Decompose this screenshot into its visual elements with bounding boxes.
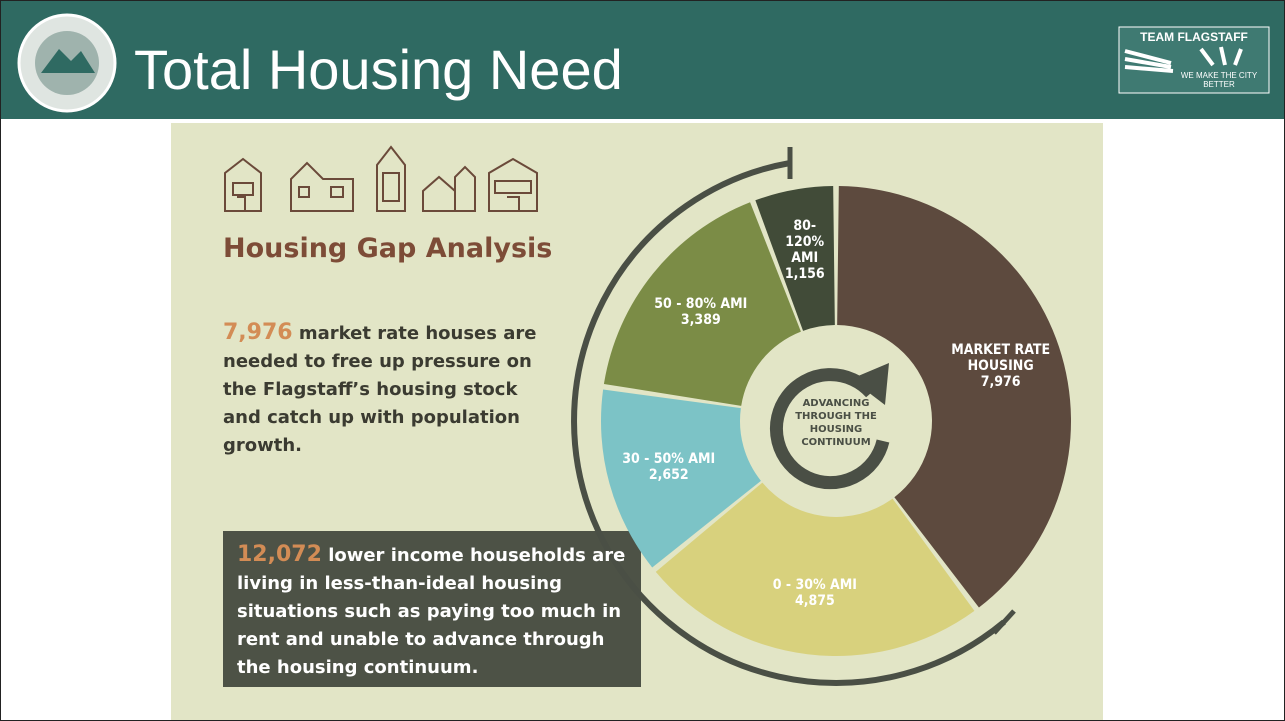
segment-name: 0 - 30% AMI bbox=[760, 577, 870, 593]
segment-value: 1,156 bbox=[775, 266, 835, 282]
segment-value: 2,652 bbox=[614, 467, 724, 483]
segment-value: 4,875 bbox=[760, 593, 870, 609]
logo-title: TEAM FLAGSTAFF bbox=[1121, 30, 1267, 44]
segment-value: 3,389 bbox=[646, 312, 756, 328]
segment-name: 30 - 50% AMI bbox=[614, 451, 724, 467]
segment-name: 50 - 80% AMI bbox=[646, 296, 756, 312]
segment-value: 7,976 bbox=[946, 374, 1056, 390]
slide-title: Total Housing Need bbox=[134, 37, 623, 102]
market-note: 7,976 market rate houses are needed to f… bbox=[223, 319, 553, 460]
logo-tagline: WE MAKE THE CITY BETTER bbox=[1179, 71, 1259, 89]
infographic-heading: Housing Gap Analysis bbox=[223, 233, 552, 264]
note-highlight: 12,072 bbox=[237, 542, 322, 567]
slide: Total Housing Need TEAM FLAGSTAFF WE MAK… bbox=[0, 0, 1285, 721]
center-label: ADVANCING THROUGH THE HOUSING CONTINUUM bbox=[794, 397, 878, 449]
slide-graphics bbox=[1, 1, 1284, 720]
note-highlight: 7,976 bbox=[223, 320, 293, 345]
segment-name: 80-120% AMI bbox=[775, 218, 835, 266]
segment-name: MARKET RATE HOUSING bbox=[946, 342, 1056, 374]
lower-income-note: 12,072 lower income households are livin… bbox=[237, 541, 627, 682]
